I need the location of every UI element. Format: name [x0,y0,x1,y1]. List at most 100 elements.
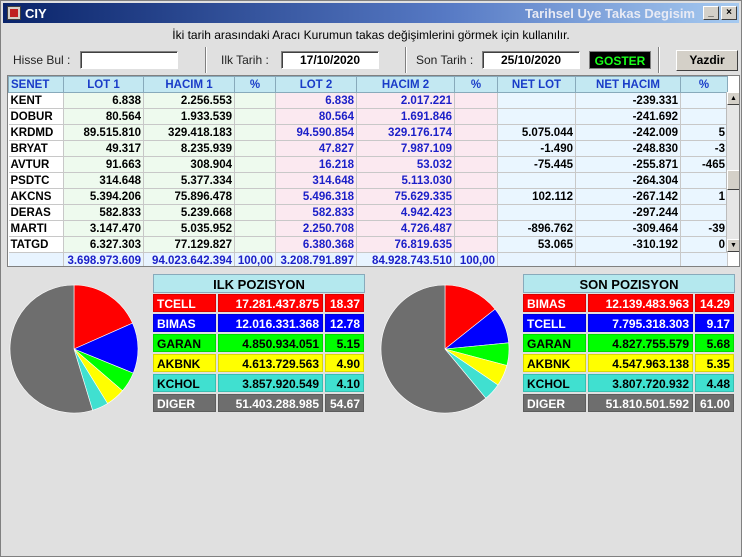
table-cell: 314.648 [63,172,144,189]
table-cell: -75.445 [497,156,576,173]
table-cell: 329.176.174 [356,124,455,141]
table-cell [234,204,276,221]
takas-table: SENET LOT 1 HACIM 1% LOT 2 HACIM 2% NET LOT NE… [8,76,728,266]
table-cell [234,220,276,237]
table-cell: SENET [8,76,64,93]
separator [205,47,207,73]
table-cell: -309.464 [575,220,681,237]
table-cell: DERAS [8,204,64,221]
position-name: BIMAS [153,314,216,332]
table-header-row[interactable]: SENET LOT 1 HACIM 1% LOT 2 HACIM 2% NET LOT NE… [8,76,728,93]
totals-row[interactable]: 3.698.973.609 94.023.642.394 100,00 3.208.7… [8,252,728,266]
table-row[interactable]: KENT 6.838 2.256.553 6.838 2.017.221 -239.331 [8,92,728,109]
table-cell: 80.564 [63,108,144,125]
table-cell: 4.942.423 [356,204,455,221]
pie-slice-tcell [73,284,133,350]
table-row[interactable]: AKCNS 5.394.206 75.896.478 5.496.318 75.629.… [8,188,728,205]
table-cell: -264.304 [575,172,681,189]
table-cell: 2.017.221 [356,92,455,109]
table-cell: -255.871 [575,156,681,173]
table-cell: 0 [680,236,728,253]
vertical-scrollbar[interactable]: ▲ ▼ [726,92,739,252]
table-cell: 16.218 [275,156,357,173]
table-cell: AKCNS [8,188,64,205]
position-value: 3.857.920.549 [218,374,323,392]
ilk-pozisyon-title: ILK POZISYON [153,274,365,293]
position-row: BIMAS 12.016.331.368 12.78 [153,314,365,334]
position-percent: 12.78 [325,314,364,332]
position-row: GARAN 4.850.934.051 5.15 [153,334,365,354]
table-cell: 77.129.827 [143,236,235,253]
table-row[interactable]: AVTUR 91.663 308.904 16.218 53.032 -75.445 -25… [8,156,728,173]
table-cell: -465 [680,156,728,173]
position-percent: 18.37 [325,294,364,312]
position-name: GARAN [153,334,216,352]
table-row[interactable]: DOBUR 80.564 1.933.539 80.564 1.691.846 -241.… [8,108,728,125]
table-row[interactable]: DERAS 582.833 5.239.668 582.833 4.942.423 -29… [8,204,728,221]
table-cell [680,204,728,221]
position-percent: 9.17 [695,314,734,332]
table-cell [454,140,498,157]
table-cell: 94.023.642.394 [143,252,235,266]
table-cell: 308.904 [143,156,235,173]
table-cell [234,156,276,173]
son-tarih-field[interactable]: 25/10/2020 [482,51,580,69]
app-icon [7,6,21,20]
table-cell: 5.239.668 [143,204,235,221]
ilk-tarih-label: Ilk Tarih : [221,53,269,67]
goster-button[interactable]: GOSTER [589,51,651,69]
table-cell: DOBUR [8,108,64,125]
table-cell: 47.827 [275,140,357,157]
table-cell: 53.065 [497,236,576,253]
table-cell [497,252,576,266]
table-cell: MARTI [8,220,64,237]
table-row[interactable]: MARTI 3.147.470 5.035.952 2.250.708 4.726.48… [8,220,728,237]
table-cell [234,140,276,157]
table-cell: % [680,76,728,93]
position-value: 4.850.934.051 [218,334,323,352]
table-cell [234,124,276,141]
scroll-down-icon[interactable]: ▼ [727,239,739,252]
position-name: DIGER [153,394,216,412]
table-row[interactable]: TATGD 6.327.303 77.129.827 6.380.368 76.819.… [8,236,728,253]
position-row: TCELL 7.795.318.303 9.17 [523,314,735,334]
position-percent: 5.35 [695,354,734,372]
data-grid[interactable]: SENET LOT 1 HACIM 1% LOT 2 HACIM 2% NET LOT NE… [7,75,740,267]
window-title: CIY [25,6,47,21]
hisse-label: Hisse Bul : [13,53,71,67]
table-cell [454,108,498,125]
position-row: KCHOL 3.807.720.932 4.48 [523,374,735,394]
minimize-icon[interactable]: _ [703,6,719,20]
table-cell [454,204,498,221]
table-cell [234,188,276,205]
scroll-thumb[interactable] [727,170,739,190]
table-cell: -242.009 [575,124,681,141]
table-row[interactable]: BRYAT 49.317 8.235.939 47.827 7.987.109 -1.49… [8,140,728,157]
yazdir-button[interactable]: Yazdir [676,50,738,71]
table-cell [454,92,498,109]
table-cell: 100,00 [234,252,276,266]
table-cell: 53.032 [356,156,455,173]
table-cell: 100,00 [454,252,498,266]
position-value: 7.795.318.303 [588,314,693,332]
table-cell [680,92,728,109]
table-cell: 329.418.183 [143,124,235,141]
ilk-pie-chart [9,284,139,414]
hisse-search-input[interactable] [80,51,178,69]
table-cell: -239.331 [575,92,681,109]
separator [405,47,407,73]
position-row: DIGER 51.403.288.985 54.67 [153,394,365,414]
table-cell: PSDTC [8,172,64,189]
table-cell: -1.490 [497,140,576,157]
position-name: TCELL [523,314,586,332]
table-cell: -896.762 [497,220,576,237]
ilk-tarih-field[interactable]: 17/10/2020 [281,51,379,69]
table-cell: 49.317 [63,140,144,157]
table-row[interactable]: PSDTC 314.648 5.377.334 314.648 5.113.030 -26… [8,172,728,189]
close-icon[interactable]: × [721,6,737,20]
window-subtitle: Tarihsel Uye Takas Degisim [524,6,695,21]
scroll-up-icon[interactable]: ▲ [727,92,739,105]
table-cell: 94.590.854 [275,124,357,141]
position-percent: 61.00 [695,394,734,412]
table-row[interactable]: KRDMD 89.515.810 329.418.183 94.590.854 329.… [8,124,728,141]
